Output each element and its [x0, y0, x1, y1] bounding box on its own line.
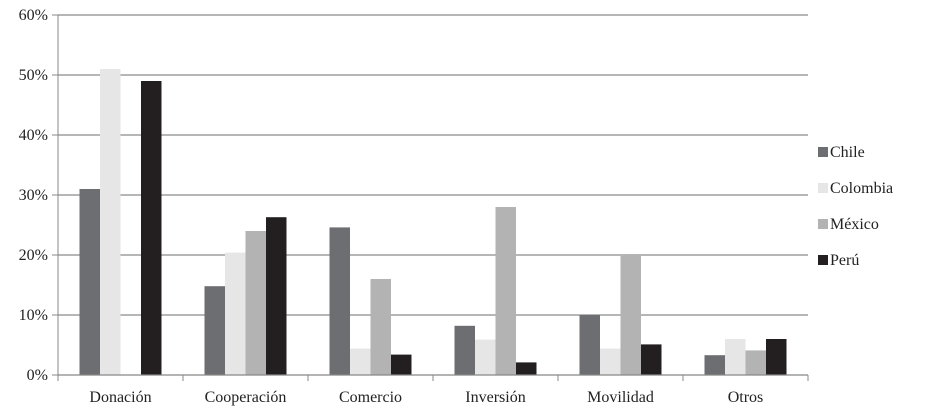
bar-colombia-5 [725, 339, 746, 375]
y-axis-tick-labels: 0% 10% 20% 30% 40% 50% 60% [19, 7, 48, 384]
axes [52, 14, 809, 381]
gridlines [58, 14, 808, 316]
x-category-label: Comercio [339, 389, 402, 406]
y-tick-label: 60% [19, 7, 48, 24]
bar-méxico-4 [620, 255, 641, 375]
x-category-label: Donación [89, 389, 151, 406]
bar-méxico-3 [495, 207, 516, 375]
bar-chile-1 [204, 286, 225, 375]
legend-label-méxico: México [830, 216, 879, 233]
bar-chile-3 [454, 325, 475, 375]
bar-colombia-4 [600, 348, 621, 375]
bar-perú-0 [141, 81, 162, 375]
y-tick-label: 30% [19, 187, 48, 204]
x-axis-category-labels: Donación Cooperación Comercio Inversión Movi… [89, 389, 763, 406]
bar-chile-2 [329, 227, 350, 375]
legend-swatch-chile [818, 147, 828, 157]
bar-perú-3 [516, 362, 537, 375]
legend-label-chile: Chile [830, 144, 865, 161]
bar-colombia-3 [475, 339, 496, 375]
legend-label-perú: Perú [830, 252, 859, 269]
y-tick-label: 10% [19, 307, 48, 324]
y-tick-label: 0% [27, 367, 48, 384]
legend-swatch-méxico [818, 219, 828, 229]
bar-chile-0 [79, 189, 100, 375]
y-tick-label: 20% [19, 247, 48, 264]
bar-colombia-1 [225, 252, 246, 375]
bars [79, 69, 787, 375]
bar-méxico-2 [370, 279, 391, 375]
bar-perú-2 [391, 354, 412, 375]
bar-chile-4 [579, 315, 600, 375]
legend: Chile Colombia México Perú [818, 144, 893, 269]
y-tick-label: 40% [19, 127, 48, 144]
legend-swatch-perú [818, 255, 828, 265]
x-category-label: Movilidad [587, 389, 654, 406]
legend-swatch-colombia [818, 183, 828, 193]
bar-colombia-0 [100, 69, 121, 375]
bar-méxico-1 [245, 231, 266, 375]
x-category-label: Cooperación [205, 389, 287, 406]
y-tick-label: 50% [19, 67, 48, 84]
bar-colombia-2 [350, 348, 371, 375]
bar-perú-1 [266, 217, 287, 375]
bar-perú-5 [766, 339, 787, 375]
bar-chile-5 [704, 355, 725, 375]
x-category-label: Inversión [465, 389, 525, 406]
bar-perú-4 [641, 344, 662, 375]
bar-méxico-5 [745, 350, 766, 375]
x-category-label: Otros [728, 389, 764, 406]
legend-label-colombia: Colombia [830, 180, 893, 197]
